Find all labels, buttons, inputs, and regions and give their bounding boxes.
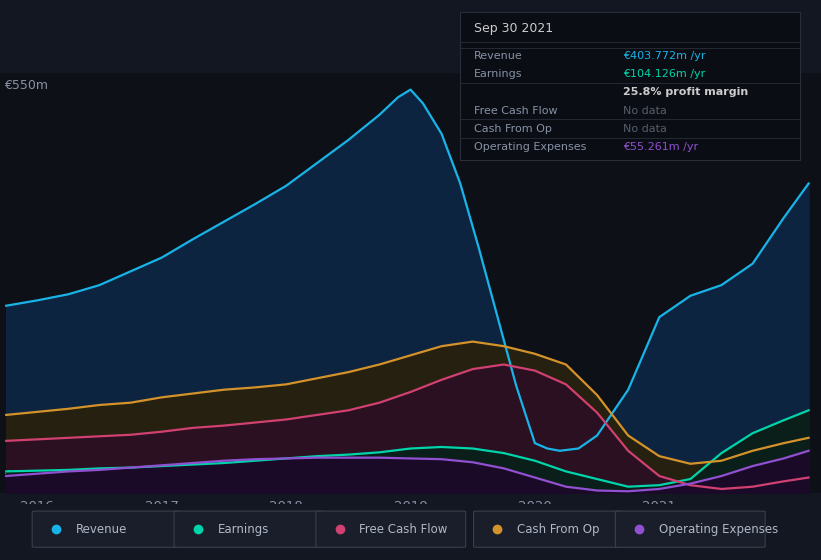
FancyBboxPatch shape	[32, 511, 182, 547]
Text: No data: No data	[623, 106, 667, 116]
Text: Free Cash Flow: Free Cash Flow	[474, 106, 557, 116]
FancyBboxPatch shape	[616, 511, 765, 547]
Text: €550m: €550m	[4, 79, 48, 92]
Text: €0: €0	[4, 469, 20, 482]
FancyBboxPatch shape	[316, 511, 466, 547]
FancyBboxPatch shape	[474, 511, 623, 547]
FancyBboxPatch shape	[174, 511, 323, 547]
Text: Cash From Op: Cash From Op	[517, 522, 599, 536]
Text: €403.772m /yr: €403.772m /yr	[623, 52, 706, 62]
Text: Operating Expenses: Operating Expenses	[474, 142, 586, 152]
Text: Earnings: Earnings	[474, 69, 522, 79]
Text: Free Cash Flow: Free Cash Flow	[360, 522, 447, 536]
Text: Earnings: Earnings	[218, 522, 268, 536]
Text: Cash From Op: Cash From Op	[474, 124, 552, 134]
Text: €104.126m /yr: €104.126m /yr	[623, 69, 705, 79]
Text: 25.8% profit margin: 25.8% profit margin	[623, 87, 749, 97]
Text: Sep 30 2021: Sep 30 2021	[474, 22, 553, 35]
Text: €55.261m /yr: €55.261m /yr	[623, 142, 699, 152]
Text: Revenue: Revenue	[76, 522, 127, 536]
Text: No data: No data	[623, 124, 667, 134]
Text: Operating Expenses: Operating Expenses	[658, 522, 778, 536]
Text: Revenue: Revenue	[474, 52, 522, 62]
